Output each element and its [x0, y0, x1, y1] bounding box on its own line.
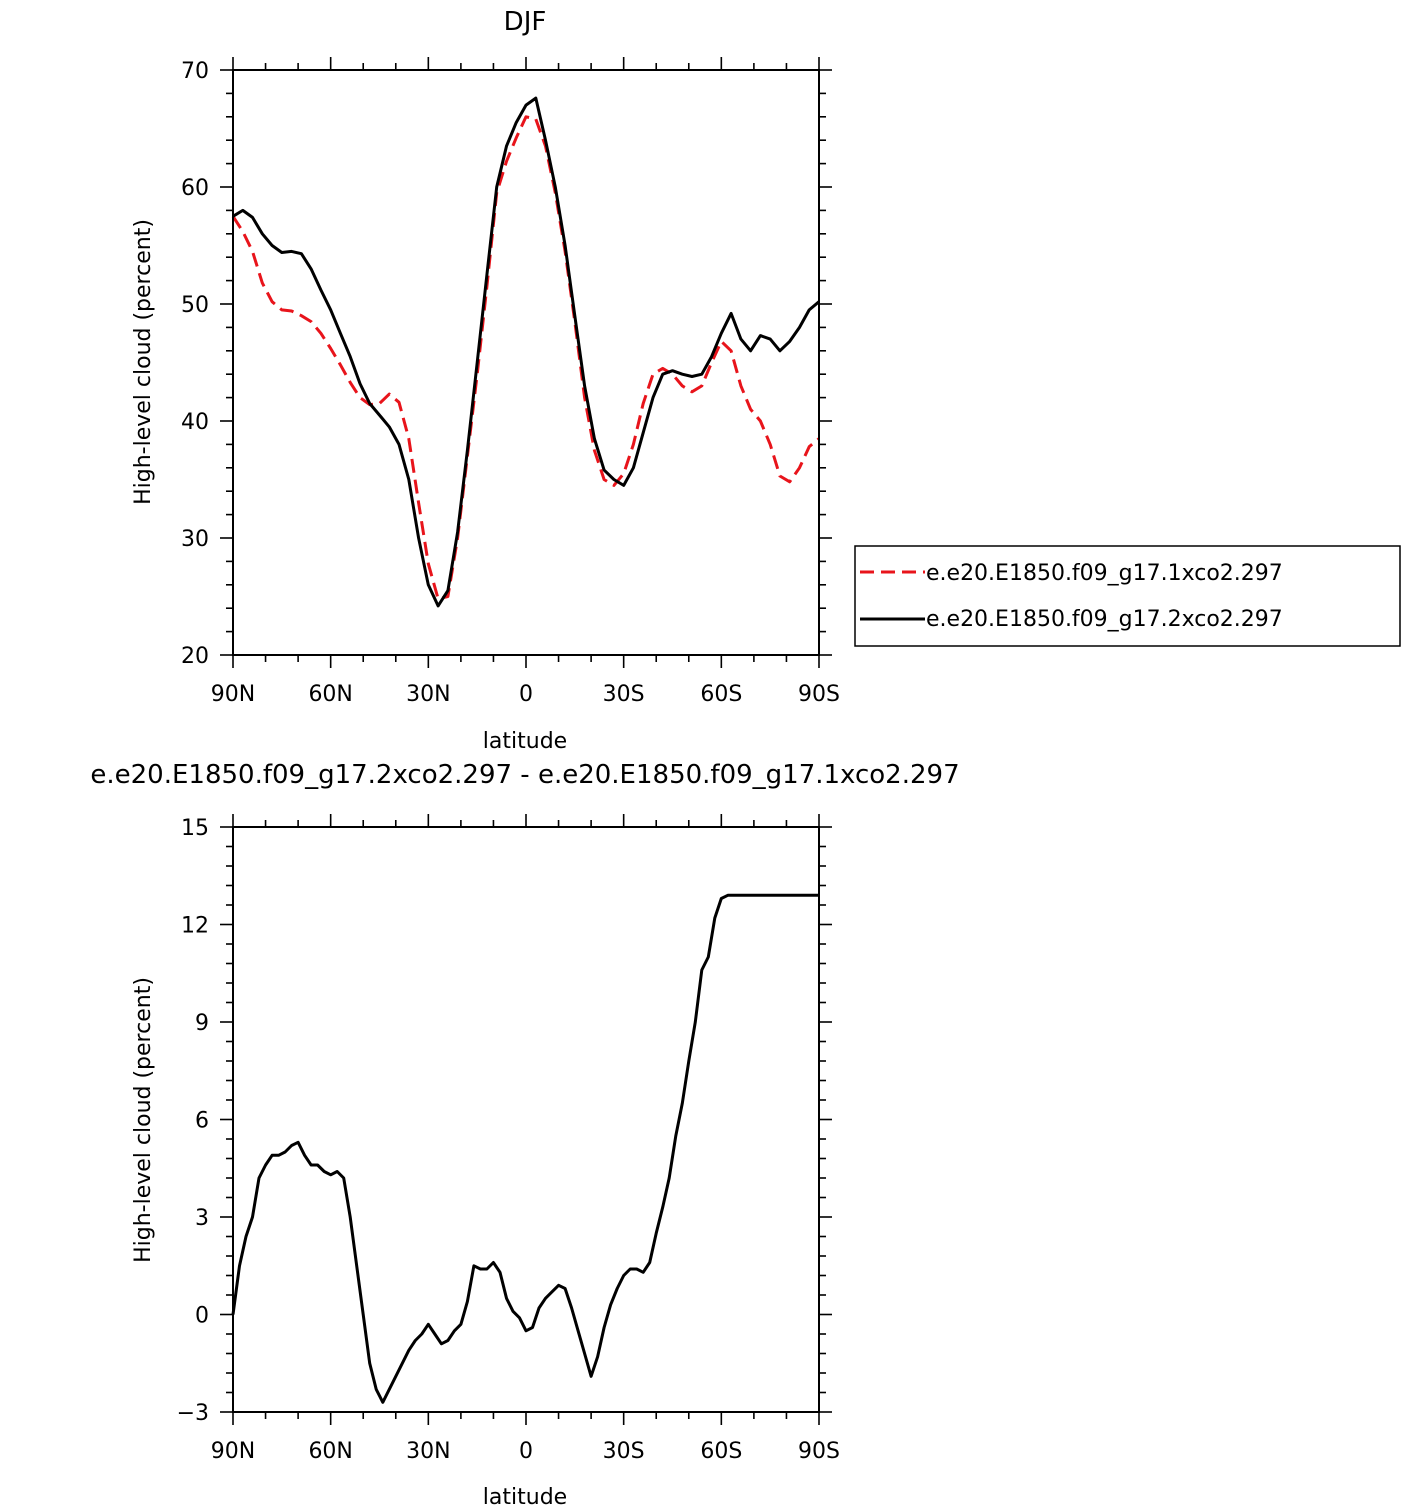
series-group [231, 893, 819, 1404]
x-tick-label: 60N [308, 682, 352, 707]
y-tick-label: 3 [195, 1206, 209, 1231]
legend-entry-1xco2: e.e20.E1850.f09_g17.1xco2.297 [926, 561, 1283, 586]
y-tick-label: 50 [181, 293, 209, 318]
chart-title: DJF [504, 7, 547, 37]
x-tick-label: 90N [211, 1439, 255, 1464]
tick-group: 90N 60N 30N 0 30S 60S 90S 20 30 40 50 60 70 [181, 57, 840, 707]
x-tick-label: 0 [519, 682, 533, 707]
plot-frame [232, 826, 820, 1413]
chart-title: e.e20.E1850.f09_g17.2xco2.297 - e.e20.E1… [90, 760, 959, 790]
x-tick-label: 30S [603, 682, 645, 707]
x-tick-label: 30S [603, 1439, 645, 1464]
y-tick-label: 15 [181, 816, 209, 841]
series-group [231, 96, 820, 608]
x-tick-label: 90S [798, 1439, 840, 1464]
y-tick-label: 0 [195, 1304, 209, 1329]
x-axis-label: latitude [483, 1485, 567, 1510]
y-tick-label: 60 [181, 176, 209, 201]
chart-top-panel: DJF 90N 60N 30N 0 30S 60S 90S 20 30 40 50 60 70 lati… [131, 7, 1401, 754]
y-axis-label: High-level cloud (percent) [131, 219, 156, 505]
series-line-1 [231, 893, 819, 1404]
y-tick-label: 6 [195, 1109, 209, 1134]
y-tick-label: 70 [181, 59, 209, 84]
y-tick-label: 30 [181, 527, 209, 552]
x-axis-label: latitude [483, 729, 567, 754]
y-tick-label: 9 [195, 1011, 209, 1036]
series-line-2 [232, 96, 820, 608]
x-tick-label: 60S [700, 682, 742, 707]
y-tick-label: 12 [181, 914, 209, 939]
chart-bottom-panel: e.e20.E1850.f09_g17.2xco2.297 - e.e20.E1… [90, 760, 959, 1510]
plot-frame [232, 69, 820, 656]
series-line-1 [231, 115, 820, 601]
x-tick-label: 30N [406, 682, 450, 707]
x-tick-label: 30N [406, 1439, 450, 1464]
x-tick-label: 90S [798, 682, 840, 707]
y-tick-label: 40 [181, 410, 209, 435]
x-tick-label: 60S [700, 1439, 742, 1464]
x-tick-label: 90N [211, 682, 255, 707]
legend-entry-2xco2: e.e20.E1850.f09_g17.2xco2.297 [926, 607, 1283, 632]
legend-frame [854, 545, 1401, 647]
y-axis-label: High-level cloud (percent) [131, 977, 156, 1263]
tick-group: 90N 60N 30N 0 30S 60S 90S −3 0 3 6 9 12 15 [177, 814, 840, 1464]
x-tick-label: 0 [519, 1439, 533, 1464]
legend: e.e20.E1850.f09_g17.1xco2.297 e.e20.E185… [854, 545, 1401, 647]
y-tick-label: 20 [181, 644, 209, 669]
y-tick-label: −3 [177, 1401, 209, 1426]
x-tick-label: 60N [308, 1439, 352, 1464]
